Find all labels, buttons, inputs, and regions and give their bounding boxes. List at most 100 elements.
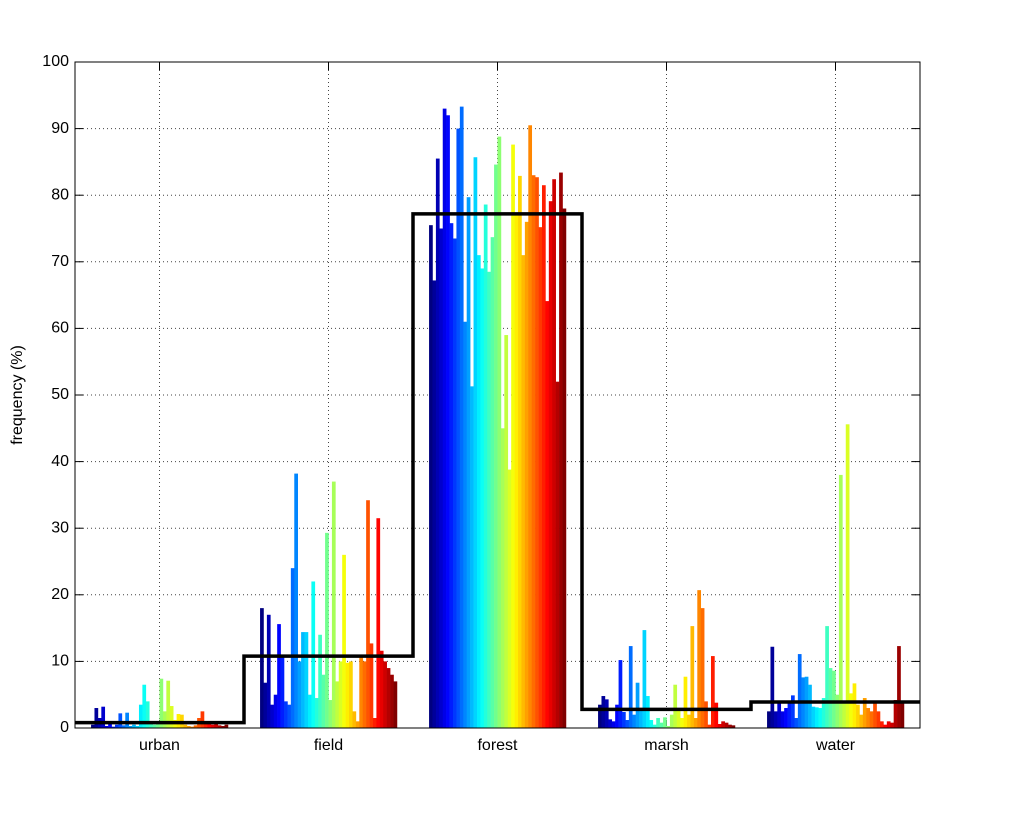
bar [900,701,905,728]
bar [494,164,498,729]
x-tick-label: water [815,737,856,754]
bar [541,185,546,728]
bar [773,711,778,728]
bar [687,714,691,728]
bar [552,179,556,728]
y-tick-label: 80 [51,186,69,203]
plot-frame [74,61,921,729]
y-tick-label: 70 [51,253,69,270]
bar [135,726,140,728]
bar [446,115,450,728]
bar [663,717,667,728]
bar [376,518,381,728]
bar [622,712,626,728]
bar [263,682,268,728]
bar [825,626,829,728]
bar [504,335,509,728]
bar [562,208,567,728]
bar [470,386,474,728]
bar [652,724,657,728]
bar [683,676,688,728]
bar [349,661,353,728]
bar [366,500,370,728]
bar [429,225,433,729]
bar [284,701,288,728]
bar [304,632,309,728]
bar [724,722,729,728]
bar [483,204,488,729]
bar [145,701,150,728]
bar [604,699,609,728]
bar [869,711,874,728]
bar [104,726,109,728]
bar [852,683,857,728]
bar [138,704,143,728]
bar [849,693,853,728]
x-tick-label: field [314,737,343,754]
bar [511,144,515,729]
bar [676,708,681,728]
bar [535,177,539,728]
bar [328,700,333,728]
bar [528,125,533,728]
bar [611,721,616,728]
bar [538,227,543,728]
bar [886,721,891,728]
bar [845,424,850,728]
bar [821,698,826,728]
bar [859,714,864,728]
bar [214,724,218,728]
bar [893,700,898,728]
bar [383,661,387,728]
bar [707,724,712,728]
bar [811,706,816,728]
bar [294,473,298,728]
bar [115,724,119,728]
bar [721,721,725,728]
bar [531,175,536,729]
bar [615,704,619,728]
bar [842,701,847,728]
bar [200,711,205,728]
bar [635,682,640,728]
bar [731,725,736,728]
bar [873,701,877,728]
bar [690,626,695,728]
bar [260,608,264,728]
bar [266,614,271,728]
bar [693,718,698,728]
bar [338,661,343,728]
bar [797,654,802,728]
bar [355,721,360,728]
bar [128,726,133,728]
x-tick-label: urban [139,737,180,754]
bar [224,724,229,728]
bar [862,698,867,728]
bar [618,660,623,728]
bar [897,646,901,728]
bar [645,696,650,728]
bar [879,721,884,728]
bar [331,481,336,728]
bar [856,704,860,728]
bar [290,568,295,728]
bar [352,711,357,728]
y-tick-label: 90 [51,120,69,137]
bar [680,718,684,728]
y-tick-label: 10 [51,653,69,670]
bar [559,172,563,728]
bar [159,678,164,728]
bar [318,634,322,728]
x-tick-label: forest [477,737,518,754]
bar [314,698,319,728]
y-tick-label: 40 [51,453,69,470]
bar [497,136,502,729]
bar [700,608,705,728]
bar [601,696,606,728]
bar [432,280,437,728]
y-tick-label: 50 [51,386,69,403]
bar [125,712,129,728]
bar [524,221,529,728]
bar [521,255,526,728]
bar [207,722,212,728]
